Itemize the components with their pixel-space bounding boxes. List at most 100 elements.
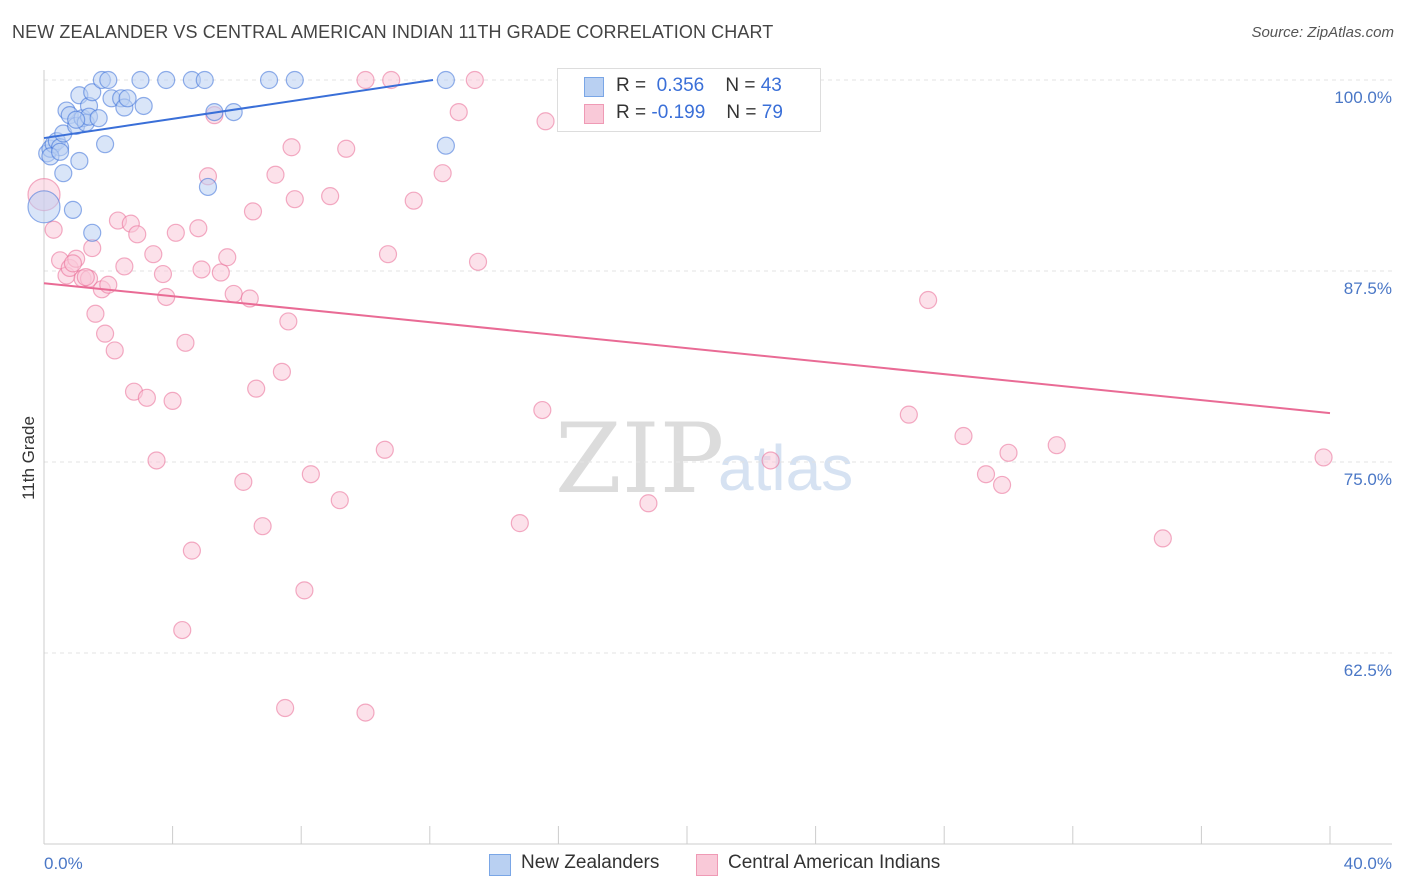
point-new-zealanders — [285, 70, 304, 90]
point-new-zealanders — [83, 83, 102, 102]
point-central-american-indians — [382, 70, 401, 90]
point-central-american-indians — [105, 341, 124, 360]
point-central-american-indians — [378, 245, 398, 264]
legend-swatch-blue — [584, 77, 604, 97]
point-central-american-indians — [1047, 436, 1066, 455]
point-central-american-indians — [44, 220, 63, 239]
point-new-zealanders — [224, 102, 243, 122]
legend-box: R = 0.356 N = 43 R = -0.199 N = 79 — [557, 68, 821, 132]
point-central-american-indians — [954, 426, 973, 446]
point-new-zealanders — [54, 164, 73, 183]
point-central-american-indians — [321, 187, 340, 206]
point-central-american-indians — [761, 451, 780, 470]
point-central-american-indians — [95, 324, 115, 343]
point-central-american-indians — [147, 451, 166, 470]
point-central-american-indians — [211, 263, 230, 282]
point-central-american-indians — [86, 304, 105, 323]
point-new-zealanders — [89, 109, 108, 128]
point-central-american-indians — [468, 252, 488, 271]
point-central-american-indians — [433, 164, 452, 183]
n-value: 79 — [761, 102, 783, 123]
point-central-american-indians — [282, 138, 301, 157]
point-central-american-indians — [76, 268, 95, 287]
point-central-american-indians — [639, 494, 658, 513]
point-central-american-indians — [279, 312, 298, 331]
r-value: -0.199 — [651, 102, 706, 123]
point-central-american-indians — [63, 254, 83, 273]
point-central-american-indians — [144, 245, 163, 264]
point-central-american-indians — [1314, 448, 1333, 467]
source-credit: Source: ZipAtlas.com — [1251, 24, 1394, 41]
point-central-american-indians — [137, 388, 156, 407]
trend-line-central-american-indians — [43, 282, 1331, 415]
point-central-american-indians — [163, 391, 182, 410]
point-central-american-indians — [976, 465, 996, 484]
legend-text: R = 0.356 N = 43 — [616, 75, 782, 97]
x-tick-label: 0.0% — [44, 854, 83, 873]
point-central-american-indians — [234, 472, 253, 491]
point-central-american-indians — [166, 223, 185, 242]
n-value: 43 — [760, 75, 782, 96]
point-central-american-indians — [510, 514, 529, 533]
point-central-american-indians — [285, 190, 304, 209]
legend-swatch-pink — [696, 854, 718, 876]
legend-text: R = -0.199 N = 79 — [616, 102, 783, 124]
point-central-american-indians — [301, 465, 320, 484]
y-tick-label: 100.0% — [1334, 88, 1392, 107]
n-label: N = — [726, 102, 757, 123]
point-central-american-indians — [218, 248, 237, 267]
point-new-zealanders — [63, 200, 83, 219]
point-central-american-indians — [899, 405, 918, 424]
point-central-american-indians — [173, 620, 192, 640]
point-central-american-indians — [337, 139, 356, 158]
point-central-american-indians — [243, 202, 263, 221]
point-new-zealanders — [27, 190, 61, 224]
point-central-american-indians — [189, 219, 208, 238]
point-central-american-indians — [295, 581, 314, 600]
r-value: 0.356 — [656, 75, 705, 96]
point-central-american-indians — [356, 70, 375, 90]
gridlines — [44, 79, 1392, 654]
point-central-american-indians — [1153, 529, 1172, 548]
data-points — [27, 70, 1333, 722]
trend-lines — [43, 79, 1331, 415]
y-axis-title: 11th Grade — [19, 416, 38, 500]
point-new-zealanders — [95, 135, 115, 154]
point-new-zealanders — [134, 96, 153, 116]
point-new-zealanders — [436, 136, 455, 155]
axes — [43, 70, 1392, 845]
point-central-american-indians — [128, 225, 147, 244]
point-new-zealanders — [198, 177, 218, 197]
chart-title: NEW ZEALANDER VS CENTRAL AMERICAN INDIAN… — [12, 22, 774, 42]
watermark-zip: ZIP — [555, 403, 724, 515]
point-central-american-indians — [266, 165, 285, 184]
point-new-zealanders — [50, 142, 70, 161]
point-new-zealanders — [70, 151, 89, 171]
y-tick-label: 87.5% — [1344, 279, 1392, 298]
y-tick-label: 62.5% — [1344, 661, 1392, 680]
x-tick-label: 40.0% — [1344, 854, 1392, 873]
point-central-american-indians — [449, 102, 468, 122]
point-central-american-indians — [224, 284, 243, 304]
point-central-american-indians — [192, 260, 211, 279]
point-central-american-indians — [176, 333, 195, 352]
point-central-american-indians — [83, 238, 102, 258]
point-central-american-indians — [465, 70, 484, 90]
y-tick-labels: 100.0% 87.5% 75.0% 62.5% — [1334, 88, 1392, 680]
point-new-zealanders — [157, 70, 176, 90]
point-central-american-indians — [999, 443, 1018, 462]
point-central-american-indians — [253, 517, 272, 536]
point-central-american-indians — [330, 491, 349, 510]
point-central-american-indians — [404, 191, 423, 210]
point-new-zealanders — [259, 70, 279, 90]
point-new-zealanders — [436, 70, 455, 90]
trend-line-new-zealanders — [43, 79, 434, 140]
point-central-american-indians — [919, 290, 938, 310]
point-central-american-indians — [272, 362, 292, 381]
legend-swatch-pink — [584, 104, 604, 124]
point-new-zealanders — [67, 110, 86, 129]
point-new-zealanders — [118, 89, 137, 108]
point-new-zealanders — [131, 70, 150, 90]
x-tick-labels: 0.0% 40.0% — [44, 854, 1392, 873]
